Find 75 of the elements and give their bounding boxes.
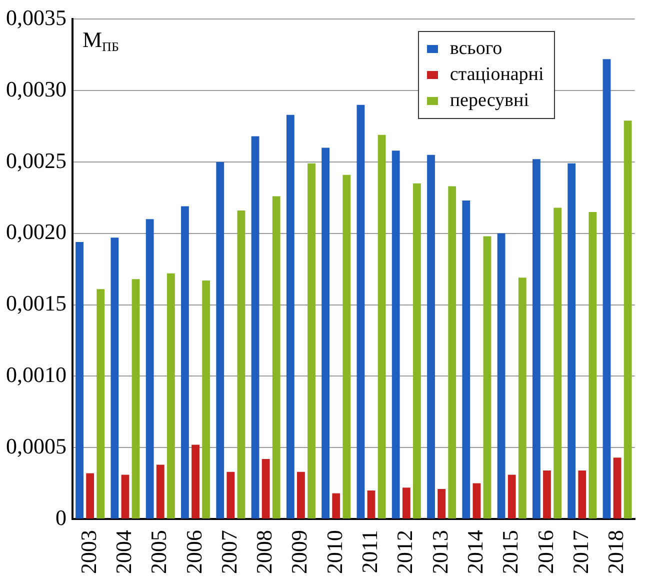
bar [392,150,400,518]
bar [554,208,562,518]
x-tick-label: 2007 [216,530,242,574]
bar [226,472,235,518]
bar [497,233,506,518]
bar [262,459,270,518]
x-tick-label: 2011 [357,530,382,574]
bar [202,280,210,518]
bar [602,59,611,518]
bar [132,279,140,518]
bar [96,289,105,518]
bar [332,493,340,518]
legend-label: пересувні [448,89,530,114]
x-tick-label: 2009 [286,530,312,574]
y-tick-label: 0,0020 [6,219,66,244]
bar [532,159,540,518]
bar [412,183,421,518]
y-tick-label: 0,0035 [6,4,66,30]
bar [286,114,294,518]
bar [237,210,246,518]
bar [624,120,632,518]
bar [297,472,305,518]
bar [508,474,516,518]
bar [308,163,316,518]
bar [378,134,386,518]
y-tick-label: 0,0015 [6,290,66,316]
bar [192,444,200,518]
bar [216,162,224,518]
bar [483,236,492,518]
bar [578,470,586,518]
legend-label: всього [448,37,504,62]
x-tick-label: 2013 [427,530,452,574]
bar [518,278,526,518]
y-tick-label: 0,0010 [6,362,66,387]
x-tick-label: 2005 [146,530,172,574]
bar [462,200,470,518]
bar [367,490,376,518]
bar [438,489,446,518]
bar [181,206,189,518]
bar [110,238,119,518]
bar [76,242,84,518]
x-tick-label: 2017 [568,530,593,574]
bar [613,458,622,518]
bar [86,473,94,518]
x-tick-label: 2012 [392,530,418,574]
legend-label: стаціонарні [448,63,544,88]
bar [448,186,456,518]
bar [146,219,154,518]
x-tick-label: 2010 [322,530,347,574]
x-tick-label: 2016 [532,530,558,574]
bar [472,483,481,518]
x-tick-label: 2015 [498,530,523,574]
bar [342,174,351,518]
x-tick-label: 2004 [111,530,136,574]
bar [322,148,330,518]
y-tick-label: 0 [56,504,66,530]
x-tick-label: 2006 [181,530,206,574]
bar [251,136,260,518]
bar [356,104,365,518]
y-tick-label: 0,0005 [6,433,66,458]
bar [272,196,280,518]
x-tick-label: 2008 [252,530,277,574]
bar [588,212,597,518]
x-tick-label: 2018 [603,530,628,574]
bar [568,163,576,518]
bar [543,470,551,518]
bar [156,464,164,518]
y-tick-label: 0,0030 [6,76,66,102]
y-tick-label: 0,0025 [6,148,66,173]
x-tick-label: 2014 [462,530,488,574]
x-tick-label: 2003 [76,530,101,574]
bar [166,273,175,518]
bar [427,154,435,518]
bar [121,474,130,518]
bar [402,488,410,518]
